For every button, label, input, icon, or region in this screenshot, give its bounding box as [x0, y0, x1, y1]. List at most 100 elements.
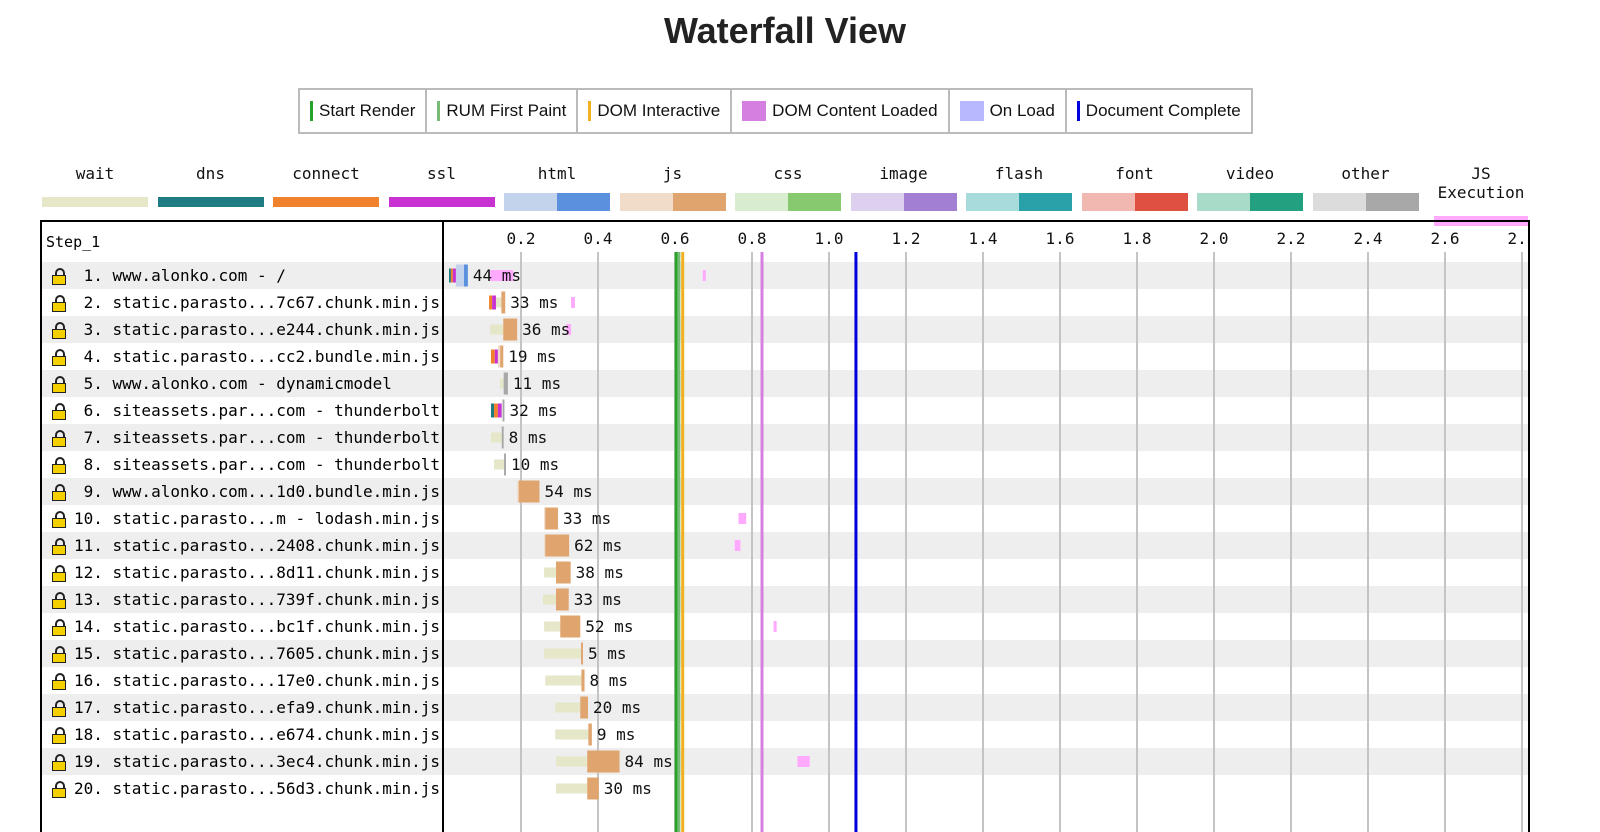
wait-bar: [494, 459, 505, 470]
row-background: [444, 478, 1528, 505]
legend-swatch: [1076, 101, 1080, 121]
type-font: font: [1081, 164, 1188, 226]
request-row[interactable]: 1. www.alonko.com - /: [42, 262, 442, 289]
request-label: 1. www.alonko.com - /: [74, 266, 286, 285]
connect-bar: [494, 403, 498, 418]
download-bar: [501, 291, 506, 314]
download-bar: [518, 480, 540, 503]
type-ssl: ssl: [388, 164, 495, 226]
x-tick-label: 0.6: [661, 229, 690, 248]
lock-icon: [52, 429, 66, 447]
duration-label: 32 ms: [509, 401, 557, 420]
dns-bar: [490, 403, 495, 418]
wait-bar: [495, 297, 502, 308]
wait-bar: [542, 594, 557, 605]
type-video: video: [1197, 164, 1303, 226]
wait-bar: [555, 729, 589, 740]
request-label: 14. static.parasto...bc1f.chunk.min.js: [74, 617, 441, 636]
download-bar: [587, 777, 599, 800]
x-tick-label: 1.8: [1123, 229, 1152, 248]
request-row[interactable]: 19. static.parasto...3ec4.chunk.min.js: [42, 748, 442, 775]
row-background: [444, 370, 1528, 397]
js-execution-mark: [773, 621, 777, 632]
request-row[interactable]: 13. static.parasto...739f.chunk.min.js: [42, 586, 442, 613]
request-label: 15. static.parasto...7605.chunk.min.js: [74, 644, 441, 663]
download-bar: [503, 372, 508, 395]
type-dns: dns: [157, 164, 264, 226]
request-row[interactable]: 20. static.parasto...56d3.chunk.min.js: [42, 775, 442, 802]
request-row[interactable]: 2. static.parasto...7c67.chunk.min.js: [42, 289, 442, 316]
request-row[interactable]: 15. static.parasto...7605.chunk.min.js: [42, 640, 442, 667]
download-bar: [556, 588, 569, 611]
type-label: dns: [196, 164, 225, 183]
request-label: 16. static.parasto...17e0.chunk.min.js: [74, 671, 441, 690]
duration-label: 8 ms: [590, 671, 629, 690]
request-row[interactable]: 14. static.parasto...bc1f.chunk.min.js: [42, 613, 442, 640]
js-execution-mark: [734, 540, 741, 551]
type-swatch: [735, 193, 841, 211]
x-tick-label: 0.2: [507, 229, 536, 248]
request-row[interactable]: 7. siteassets.par...com - thunderbolt: [42, 424, 442, 451]
lock-icon: [52, 510, 66, 528]
ttfb-bar: [544, 534, 546, 557]
request-row[interactable]: 8. siteassets.par...com - thunderbolt: [42, 451, 442, 478]
request-row[interactable]: 6. siteassets.par...com - thunderbolt: [42, 397, 442, 424]
x-tick-label: 1.2: [892, 229, 921, 248]
request-row[interactable]: 12. static.parasto...8d11.chunk.min.js: [42, 559, 442, 586]
waterfall-chart: 0.2 0.4 0.6 0.8 1.0 1.2 1.4 1.6 1.8 2.0 2.2 2.4 2.6 2…: [444, 229, 1528, 832]
download-bar: [545, 507, 558, 530]
connect-bar: [490, 349, 495, 364]
request-row[interactable]: 5. www.alonko.com - dynamicmodel: [42, 370, 442, 397]
lock-icon: [52, 483, 66, 501]
wait-bar: [499, 378, 504, 389]
ssl-bar: [494, 349, 498, 364]
type-swatch: [388, 197, 495, 207]
duration-label: 54 ms: [544, 482, 592, 501]
type-swatch: [504, 193, 610, 211]
row-background: [444, 748, 1528, 775]
request-row[interactable]: 16. static.parasto...17e0.chunk.min.js: [42, 667, 442, 694]
legend-item: Start Render: [300, 90, 426, 132]
x-tick-label: 0.4: [584, 229, 613, 248]
row-background: [444, 640, 1528, 667]
request-row[interactable]: 18. static.parasto...e674.chunk.min.js: [42, 721, 442, 748]
legend-swatch: [742, 101, 767, 121]
type-swatch: [1312, 193, 1419, 211]
type-label: ssl: [427, 164, 456, 183]
type-swatch: [619, 193, 726, 211]
ttfb-bar: [501, 399, 503, 422]
legend-item: DOM Interactive: [578, 90, 731, 132]
request-row[interactable]: 17. static.parasto...efa9.chunk.min.js: [42, 694, 442, 721]
legend-label: On Load: [989, 101, 1055, 120]
download-bar: [587, 750, 620, 773]
legend-swatch: [437, 101, 441, 121]
duration-label: 33 ms: [563, 509, 611, 528]
x-tick-label: 1.0: [815, 229, 844, 248]
type-connect: connect: [273, 164, 379, 226]
request-row[interactable]: 11. static.parasto...2408.chunk.min.js: [42, 532, 442, 559]
request-row[interactable]: 10. static.parasto...m - lodash.min.js: [42, 505, 442, 532]
lock-icon: [52, 456, 66, 474]
x-tick-label: 2.6: [1431, 229, 1460, 248]
x-tick-label: 2.0: [1200, 229, 1229, 248]
request-label: 19. static.parasto...3ec4.chunk.min.js: [74, 752, 441, 771]
x-tick-label: 1.4: [969, 229, 998, 248]
request-row[interactable]: 4. static.parasto...cc2.bundle.min.js: [42, 343, 442, 370]
js-execution-mark: [566, 324, 572, 335]
duration-label: 19 ms: [508, 347, 556, 366]
ssl-bar: [497, 403, 502, 418]
request-row[interactable]: 3. static.parasto...e244.chunk.min.js: [42, 316, 442, 343]
lock-icon: [52, 645, 66, 663]
request-label: 13. static.parasto...739f.chunk.min.js: [74, 590, 441, 609]
download-bar: [501, 426, 504, 449]
request-label: 6. siteassets.par...com - thunderbolt: [74, 401, 441, 420]
legend-label: Start Render: [319, 101, 416, 120]
duration-label: 10 ms: [511, 455, 559, 474]
duration-label: 8 ms: [509, 428, 548, 447]
type-swatch: [850, 193, 957, 211]
request-row[interactable]: 9. www.alonko.com...1d0.bundle.min.js: [42, 478, 442, 505]
page-title: Waterfall View: [663, 10, 907, 51]
type-label: css: [773, 164, 803, 183]
type-swatch: [1081, 193, 1188, 211]
lock-icon: [52, 753, 66, 771]
